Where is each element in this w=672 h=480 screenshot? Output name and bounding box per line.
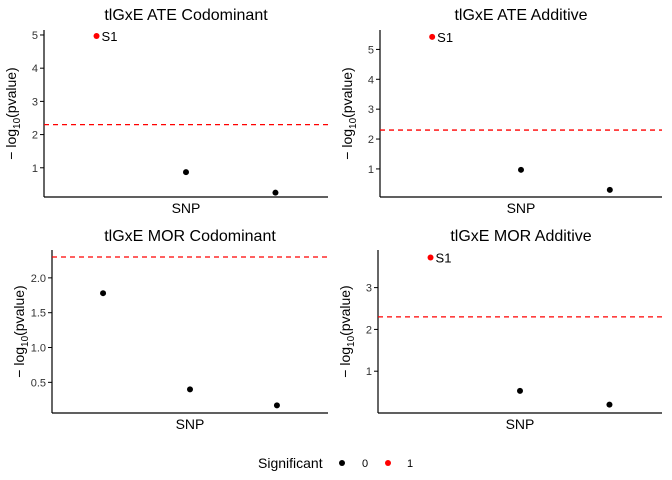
y-tick-label: 1 xyxy=(368,164,374,176)
panel-1: tlGxE ATE Codominant 1 2 3 4 5 S1 SNP − log10(pv… xyxy=(3,7,328,216)
panel-4: tlGxE MOR Additive 1 2 3 S1 SNP − log10(pvalue… xyxy=(337,228,662,432)
data-point xyxy=(606,186,613,193)
y-tick-label: 4 xyxy=(32,63,38,75)
legend: Significant 0 1 xyxy=(258,455,413,471)
data-point xyxy=(606,401,613,408)
data-point xyxy=(517,387,523,394)
y-tick-label: 5 xyxy=(368,44,374,56)
legend-label-1: 1 xyxy=(407,458,413,470)
y-tick-label: 1 xyxy=(32,163,38,175)
y-axis-label: − log10(pvalue) xyxy=(3,67,23,159)
legend-label-0: 0 xyxy=(362,458,368,470)
data-point xyxy=(100,290,107,297)
data-point xyxy=(93,32,100,39)
data-point xyxy=(183,169,189,176)
data-point xyxy=(272,189,279,196)
y-tick-label: 1 xyxy=(366,366,372,378)
legend-key-1 xyxy=(385,460,391,466)
point-label: S1 xyxy=(102,29,118,44)
x-axis-label: SNP xyxy=(172,200,201,216)
x-axis-label: SNP xyxy=(507,200,536,216)
y-tick-label: 2 xyxy=(368,134,374,146)
panel-title: tlGxE ATE Codominant xyxy=(104,7,268,24)
y-tick-label: 1.0 xyxy=(31,343,46,355)
panel-title: tlGxE ATE Additive xyxy=(454,7,587,24)
y-tick-label: 3 xyxy=(366,283,372,295)
y-tick-label: 5 xyxy=(32,30,38,42)
data-point xyxy=(427,254,434,261)
y-tick-label: 0.5 xyxy=(31,377,46,389)
y-tick-label: 2.0 xyxy=(31,273,46,285)
panels: tlGxE ATE Codominant 1 2 3 4 5 S1 SNP − log10(pv… xyxy=(3,7,662,432)
y-tick-label: 3 xyxy=(32,96,38,108)
data-point xyxy=(187,386,193,393)
panel-3: tlGxE MOR Codominant 0.5 1.0 1.5 2.0 SNP − log… xyxy=(11,228,328,432)
data-point xyxy=(429,33,436,40)
panel-2: tlGxE ATE Additive 1 2 3 4 5 S1 SNP − log10(pval… xyxy=(339,7,662,216)
y-tick-label: 2 xyxy=(32,130,38,142)
y-axis-label: − log10(pvalue) xyxy=(11,285,31,377)
legend-key-0 xyxy=(339,460,345,466)
y-tick-label: 1.5 xyxy=(31,308,46,320)
point-label: S1 xyxy=(437,30,453,45)
y-axis-label: − log10(pvalue) xyxy=(339,67,359,159)
data-point xyxy=(273,402,280,409)
x-axis-label: SNP xyxy=(506,416,535,432)
y-tick-label: 3 xyxy=(368,104,374,116)
y-tick-label: 4 xyxy=(368,74,374,86)
panel-title: tlGxE MOR Codominant xyxy=(104,228,276,245)
x-axis-label: SNP xyxy=(176,416,205,432)
panel-title: tlGxE MOR Additive xyxy=(450,228,591,245)
legend-title: Significant xyxy=(258,455,323,471)
point-label: S1 xyxy=(436,251,452,266)
y-axis-label: − log10(pvalue) xyxy=(337,285,357,377)
data-point xyxy=(518,166,524,173)
y-tick-label: 2 xyxy=(366,324,372,336)
